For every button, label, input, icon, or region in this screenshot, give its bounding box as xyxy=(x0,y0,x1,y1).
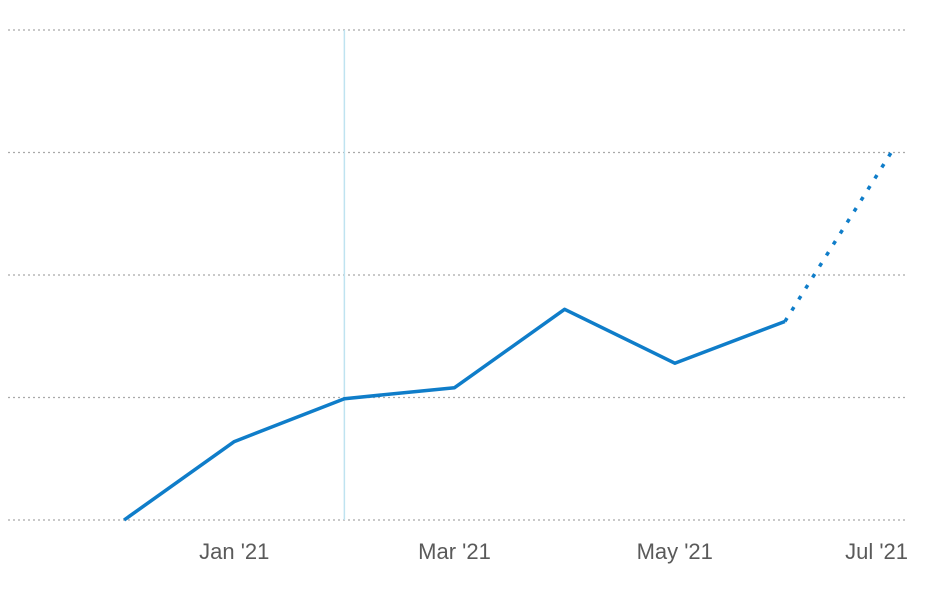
y-gridlines xyxy=(8,29,908,521)
x-tick-label: May '21 xyxy=(637,539,713,564)
x-axis-tick-labels: Jan '21 Mar '21 May '21 Jul '21 xyxy=(199,539,908,564)
series-lines xyxy=(123,145,897,522)
x-tick-label: Jul '21 xyxy=(845,539,908,564)
x-tick-label: Mar '21 xyxy=(418,539,491,564)
series-line-dotted xyxy=(783,145,897,323)
series-line-solid xyxy=(123,307,786,522)
x-tick-label: Jan '21 xyxy=(199,539,269,564)
